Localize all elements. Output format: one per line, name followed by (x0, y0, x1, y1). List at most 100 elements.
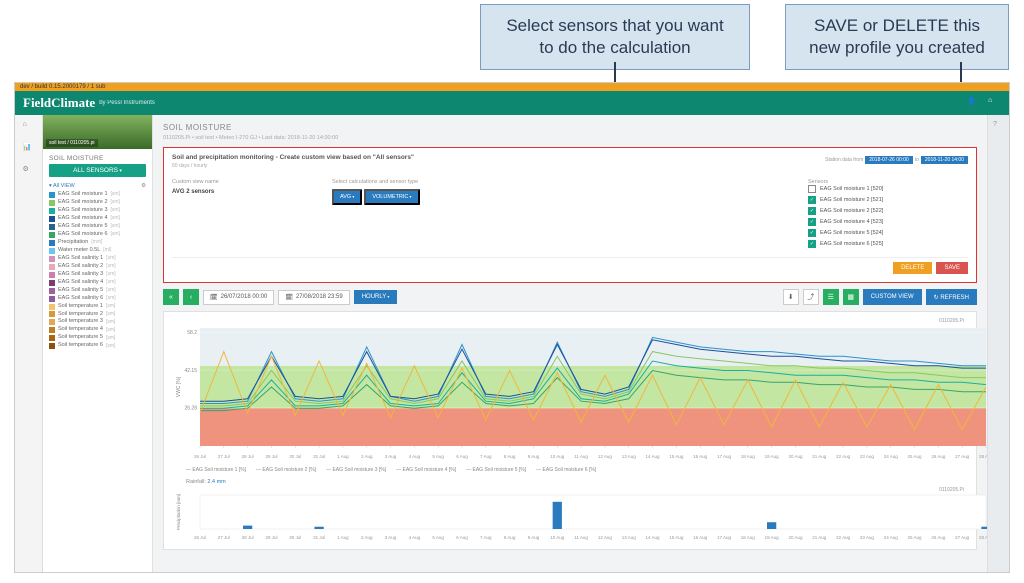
home-nav-icon[interactable]: ⌂ (23, 121, 35, 133)
svg-text:12 Aug: 12 Aug (598, 454, 613, 459)
svg-text:11 Aug: 11 Aug (574, 454, 588, 459)
svg-text:20 Aug: 20 Aug (788, 454, 803, 459)
right-rail: ? (987, 115, 1009, 572)
help-icon[interactable]: ? (993, 121, 1004, 132)
callout-save: SAVE or DELETE this new profile you crea… (785, 4, 1009, 70)
sensor-checkbox-row[interactable]: EAG Soil moisture 2 [521] (808, 196, 968, 204)
tree-sensor-item[interactable]: EAG Soil salinity 5 [sm] (49, 287, 146, 295)
sensor-checkbox-row[interactable]: EAG Soil moisture 1 [520] (808, 185, 968, 193)
refresh-button[interactable]: ↻ REFRESH (926, 289, 977, 305)
settings-nav-icon[interactable]: ⚙ (23, 165, 35, 177)
tree-sensor-item[interactable]: EAG Soil moisture 2 [sm] (49, 199, 146, 207)
custom-name-value[interactable]: AVG 2 sensors (172, 189, 302, 195)
svg-text:VWC [%]: VWC [%] (176, 376, 182, 397)
chart1-legend: EAG Soil moisture 1 [%]EAG Soil moisture… (186, 467, 968, 473)
export-button[interactable]: ⤴ (803, 289, 819, 305)
tree-sensor-item[interactable]: Soil temperature 4 [sm] (49, 326, 146, 334)
chart-view-button[interactable]: ☰ (823, 289, 839, 305)
chart1-svg: 26.2842.1558.2VWC [%]26 Jul27 Jul28 Jul2… (172, 324, 987, 464)
tree-sensor-item[interactable]: Soil temperature 3 [sm] (49, 318, 146, 326)
delete-button[interactable]: DELETE (893, 262, 932, 274)
station-date-to: 2018-11-20 14:00 (921, 156, 968, 164)
svg-text:20 Aug: 20 Aug (788, 535, 803, 540)
sensor-checkbox-row[interactable]: EAG Soil moisture 6 [525] (808, 240, 968, 248)
checkbox-icon[interactable] (808, 229, 816, 237)
tree-sensor-item[interactable]: EAG Soil salinity 3 [sm] (49, 271, 146, 279)
svg-text:7 Aug: 7 Aug (480, 454, 492, 459)
tree-gear-icon[interactable]: ⚙ (141, 183, 146, 191)
station-date-label: Station data from (825, 157, 863, 163)
tree-sensor-item[interactable]: EAG Soil moisture 1 [sm] (49, 191, 146, 199)
svg-text:29 Jul: 29 Jul (265, 535, 277, 540)
svg-text:23 Aug: 23 Aug (860, 454, 875, 459)
custom-view-button[interactable]: CUSTOM VIEW (863, 289, 922, 305)
svg-text:15 Aug: 15 Aug (669, 454, 684, 459)
sensor-check-label: EAG Soil moisture 6 [525] (820, 241, 883, 247)
date-to-input[interactable]: 🗓27/08/2018 23:59 (278, 290, 349, 305)
moisture-chart: 0110205.Pi 26.2842.1558.2VWC [%]26 Jul27… (163, 311, 977, 550)
tree-sensor-item[interactable]: Soil temperature 5 [sm] (49, 334, 146, 342)
save-button[interactable]: SAVE (936, 262, 968, 274)
tree-sensor-item[interactable]: EAG Soil moisture 6 [sm] (49, 231, 146, 239)
svg-text:2 Aug: 2 Aug (361, 535, 373, 540)
svg-text:5 Aug: 5 Aug (432, 454, 444, 459)
svg-text:2 Aug: 2 Aug (361, 454, 373, 459)
tree-sensor-item[interactable]: Precipitation [mm] (49, 239, 146, 247)
svg-text:4 Aug: 4 Aug (409, 454, 421, 459)
checkbox-icon[interactable] (808, 218, 816, 226)
checkbox-icon[interactable] (808, 185, 816, 193)
download-button[interactable]: ⬇ (783, 289, 799, 305)
tree-sensor-item[interactable]: EAG Soil salinity 1 [sm] (49, 255, 146, 263)
tree-sensor-item[interactable]: Water meter 0.5L [ml] (49, 247, 146, 255)
svg-text:26 Jul: 26 Jul (194, 454, 206, 459)
svg-text:26 Aug: 26 Aug (931, 454, 946, 459)
svg-text:18 Aug: 18 Aug (741, 454, 756, 459)
tree-sensor-item[interactable]: Soil temperature 2 [sm] (49, 311, 146, 319)
svg-text:5 Aug: 5 Aug (432, 535, 444, 540)
svg-text:27 Aug: 27 Aug (955, 535, 970, 540)
date-from-value: 26/07/2018 00:00 (221, 294, 268, 300)
checkbox-icon[interactable] (808, 196, 816, 204)
svg-text:24 Aug: 24 Aug (884, 454, 899, 459)
tree-sensor-item[interactable]: Soil temperature 1 [sm] (49, 303, 146, 311)
tree-sensor-item[interactable]: EAG Soil salinity 4 [sm] (49, 279, 146, 287)
chart2-title: Rainfall: (186, 479, 206, 485)
svg-text:3 Aug: 3 Aug (385, 454, 397, 459)
tree-sensor-item[interactable]: EAG Soil salinity 6 [sm] (49, 295, 146, 303)
callout-sensors: Select sensors that you want to do the c… (480, 4, 750, 70)
all-sensors-button[interactable]: ALL SENSORS (49, 164, 146, 177)
tree-sensor-item[interactable]: EAG Soil moisture 3 [sm] (49, 207, 146, 215)
calc-volumetric-pill[interactable]: VOLUMETRIC (364, 189, 419, 205)
first-page-button[interactable]: « (163, 289, 179, 305)
svg-text:27 Jul: 27 Jul (218, 454, 230, 459)
svg-text:19 Aug: 19 Aug (765, 454, 780, 459)
sensor-check-label: EAG Soil moisture 2 [522] (820, 208, 883, 214)
home-icon[interactable]: ⌂ (988, 97, 1001, 110)
table-view-button[interactable]: ▦ (843, 289, 859, 305)
svg-text:18 Aug: 18 Aug (741, 535, 756, 540)
svg-text:23 Aug: 23 Aug (860, 535, 875, 540)
station-thumbnail[interactable]: soil test / 0110205.pi (43, 115, 152, 149)
svg-text:30 Jul: 30 Jul (289, 454, 301, 459)
checkbox-icon[interactable] (808, 207, 816, 215)
tree-sensor-item[interactable]: EAG Soil salinity 2 [sm] (49, 263, 146, 271)
sensor-checkbox-row[interactable]: EAG Soil moisture 5 [524] (808, 229, 968, 237)
prev-page-button[interactable]: ‹ (183, 289, 199, 305)
station-thumbnail-label: soil test / 0110205.pi (46, 139, 98, 147)
granularity-button[interactable]: HOURLY (354, 290, 398, 304)
tree-sensor-item[interactable]: EAG Soil moisture 4 [sm] (49, 215, 146, 223)
custom-view-panel: Station data from 2018-07-26 00:00 to 20… (163, 147, 977, 283)
svg-text:7 Aug: 7 Aug (480, 535, 492, 540)
svg-text:21 Aug: 21 Aug (812, 454, 827, 459)
date-from-input[interactable]: 🗓26/07/2018 00:00 (203, 290, 274, 305)
chart-nav-icon[interactable]: 📊 (23, 143, 35, 155)
user-icon[interactable]: 👤 (967, 97, 980, 110)
tree-sensor-item[interactable]: Soil temperature 6 [sm] (49, 342, 146, 350)
tree-root[interactable]: ▾ All VIEW (49, 183, 75, 191)
sensor-checkbox-row[interactable]: EAG Soil moisture 2 [522] (808, 207, 968, 215)
checkbox-icon[interactable] (808, 240, 816, 248)
calc-avg-pill[interactable]: AVG (332, 189, 362, 205)
station-date-from: 2018-07-26 00:00 (865, 156, 912, 164)
sensor-checkbox-row[interactable]: EAG Soil moisture 4 [523] (808, 218, 968, 226)
tree-sensor-item[interactable]: EAG Soil moisture 5 [sm] (49, 223, 146, 231)
